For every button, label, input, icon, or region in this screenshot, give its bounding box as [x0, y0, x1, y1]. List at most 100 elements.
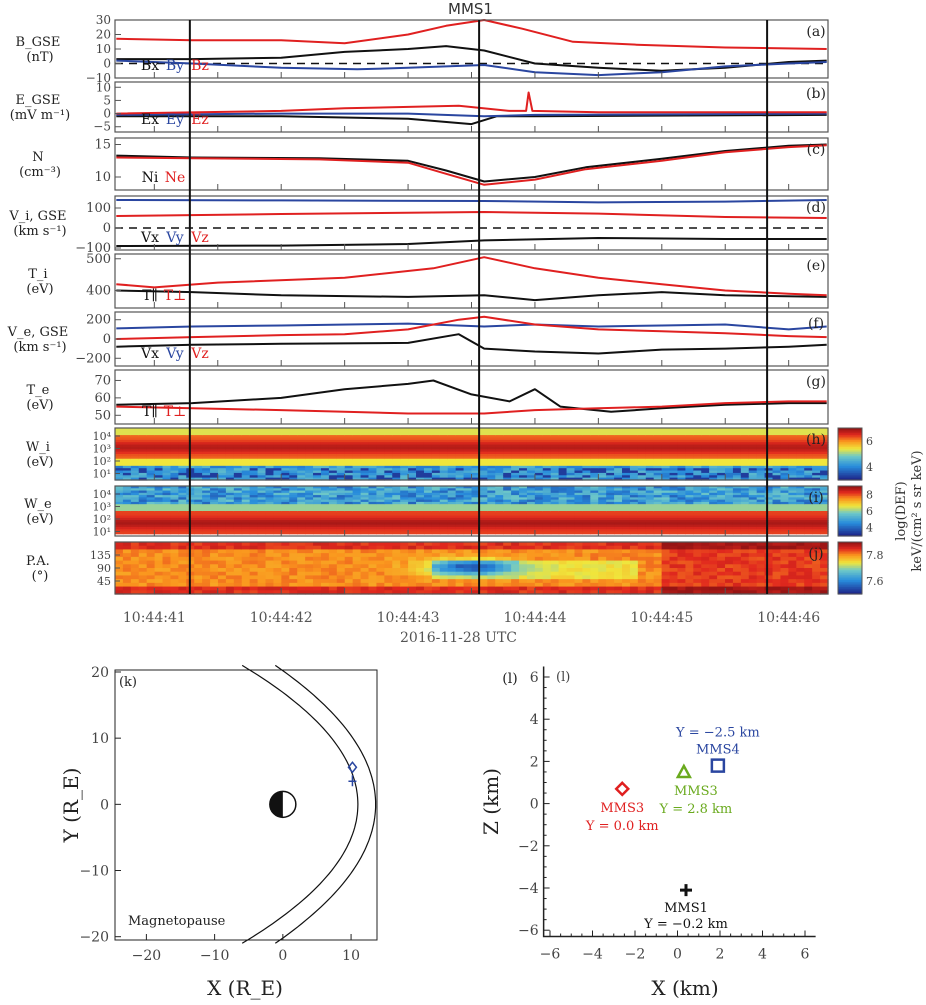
- heatmap-cell: [788, 458, 797, 462]
- heatmap-cell: [471, 456, 481, 460]
- heatmap-cell: [257, 454, 267, 457]
- heatmap-cell: [606, 497, 615, 501]
- heatmap-cell: [241, 454, 251, 457]
- heatmap-cell: [780, 515, 789, 519]
- heatmap-cell: [400, 506, 409, 510]
- heatmap-cell: [653, 449, 663, 453]
- heatmap-cell: [320, 472, 330, 476]
- heatmap-cell: [495, 504, 504, 508]
- heatmap-cell: [653, 477, 663, 481]
- heatmap-cell: [352, 579, 362, 584]
- heatmap-cell: [313, 568, 322, 573]
- colorbar-segment: [838, 497, 862, 500]
- heatmap-cell: [772, 430, 782, 434]
- heatmap-cell: [725, 456, 734, 460]
- heatmap-cell: [677, 526, 686, 530]
- heatmap-cell: [146, 492, 156, 496]
- heatmap-cell: [550, 504, 560, 508]
- heatmap-cell: [748, 449, 758, 453]
- heatmap-cell: [130, 456, 140, 460]
- heatmap-cell: [709, 513, 718, 517]
- heatmap-cell: [566, 437, 576, 441]
- heatmap-cell: [170, 463, 179, 467]
- heatmap-cell: [146, 529, 156, 533]
- heatmap-cell: [368, 501, 378, 505]
- heatmap-cell: [740, 492, 750, 496]
- heatmap-cell: [717, 463, 726, 467]
- heatmap-cell: [297, 571, 306, 577]
- heatmap-cell: [487, 437, 496, 441]
- heatmap-cell: [225, 488, 235, 492]
- heatmap-cell: [210, 446, 219, 450]
- heatmap-cell: [796, 432, 805, 436]
- heatmap-cell: [360, 517, 370, 521]
- heatmap-cell: [273, 520, 282, 523]
- heatmap-cell: [455, 451, 465, 455]
- heatmap-cell: [344, 522, 354, 526]
- heatmap-cell: [637, 428, 647, 431]
- heatmap-cell: [709, 437, 718, 441]
- heatmap-cell: [400, 579, 409, 584]
- heatmap-cell: [677, 524, 686, 528]
- heatmap-cell: [138, 520, 148, 523]
- heatmap-cell: [479, 553, 488, 558]
- heatmap-cell: [653, 490, 663, 494]
- heatmap-cell: [582, 524, 591, 528]
- heatmap-cell: [717, 497, 726, 501]
- heatmap-cell: [289, 444, 298, 448]
- heatmap-cell: [352, 437, 362, 441]
- heatmap-cell: [780, 501, 789, 505]
- heatmap-cell: [194, 586, 203, 591]
- heatmap-cell: [122, 435, 132, 439]
- heatmap-cell: [368, 451, 378, 455]
- heatmap-cell: [622, 529, 631, 533]
- heatmap-cell: [772, 428, 782, 431]
- heatmap-cell: [685, 492, 694, 496]
- heatmap-cell: [693, 504, 702, 508]
- heatmap-cell: [233, 468, 243, 472]
- heatmap-cell: [233, 529, 243, 533]
- heatmap-cell: [328, 497, 338, 501]
- heatmap-cell: [305, 449, 314, 453]
- heatmap-cell: [748, 517, 758, 521]
- heatmap-cell: [408, 486, 417, 489]
- heatmap-cell: [637, 508, 647, 512]
- heatmap-cell: [788, 490, 797, 494]
- heatmap-cell: [526, 575, 536, 580]
- heatmap-cell: [534, 549, 544, 554]
- heatmap-cell: [661, 531, 671, 535]
- heatmap-cell: [590, 454, 599, 457]
- heatmap-cell: [368, 529, 378, 533]
- heatmap-cell: [717, 439, 726, 443]
- heatmap-cell: [305, 560, 314, 565]
- heatmap-cell: [162, 513, 172, 517]
- heatmap-cell: [225, 437, 235, 441]
- heatmap-cell: [479, 456, 488, 460]
- heatmap-cell: [217, 517, 227, 521]
- heatmap-cell: [503, 454, 512, 457]
- heatmap-cell: [273, 579, 282, 584]
- heatmap-cell: [709, 470, 718, 474]
- heatmap-cell: [685, 463, 694, 467]
- heatmap-cell: [336, 468, 346, 472]
- heatmap-cell: [423, 451, 433, 455]
- heatmap-cell: [162, 472, 172, 476]
- heatmap-cell: [257, 511, 267, 514]
- heatmap-cell: [320, 468, 330, 472]
- heatmap-cell: [400, 517, 409, 521]
- heatmap-cell: [162, 590, 172, 595]
- heatmap-cell: [511, 486, 520, 489]
- heatmap-cell: [732, 526, 742, 530]
- heatmap-cell: [162, 556, 172, 562]
- heatmap-cell: [352, 449, 362, 453]
- heatmap-cell: [408, 497, 417, 501]
- heatmap-cell: [249, 582, 259, 588]
- heatmap-cell: [344, 499, 354, 503]
- heatmap-cell: [455, 517, 465, 521]
- heatmap-cell: [820, 492, 829, 496]
- heatmap-cell: [360, 442, 370, 446]
- heatmap-cell: [170, 488, 179, 492]
- heatmap-cell: [598, 504, 607, 508]
- heatmap-cell: [249, 495, 259, 498]
